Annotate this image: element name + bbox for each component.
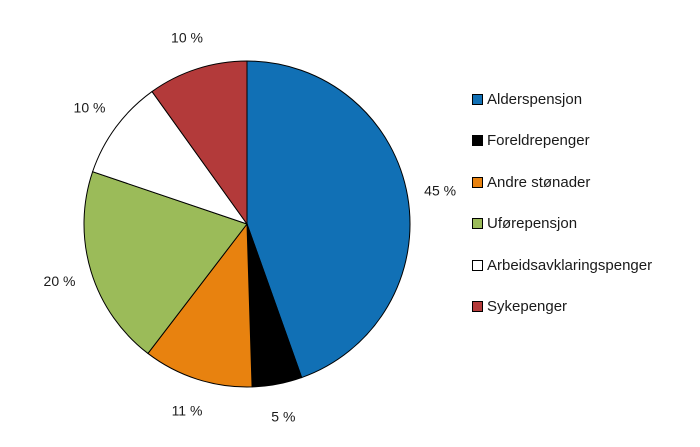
legend-label: Alderspensjon (487, 90, 583, 108)
legend-item: Arbeidsavklaringspenger (472, 255, 652, 275)
legend-label: Andre stønader (487, 173, 591, 191)
legend-swatch (472, 259, 483, 271)
slice-label-0: 45 % (424, 183, 456, 199)
slice-label-5: 10 % (171, 29, 203, 45)
legend-label: Uførepensjon (487, 215, 578, 232)
slice-label-3: 20 % (44, 273, 76, 289)
pie-slice-2 (147, 222, 253, 388)
slice-labels: 45 % 5 % 11 % 20 % 10 % 10 % (44, 29, 457, 424)
legend-label: Arbeidsavklaringspenger (487, 256, 653, 274)
legend-item: Andre stønader (472, 172, 652, 192)
pie-slice-4 (91, 90, 249, 225)
legend-item: Uførepensjon (472, 214, 652, 234)
pie-slices (83, 60, 411, 388)
legend-swatch (472, 135, 483, 146)
legend-label: Sykepenger (487, 298, 568, 315)
legend-item: Foreldrepenger (472, 131, 652, 151)
pie-slice-5 (151, 60, 248, 226)
slice-label-4: 10 % (74, 99, 106, 115)
slice-label-2: 11 % (172, 403, 203, 419)
legend-label: Foreldrepenger (487, 132, 590, 149)
legend-item: Alderspensjon (472, 89, 652, 109)
legend-swatch (472, 301, 483, 312)
slice-label-1: 5 % (271, 409, 295, 425)
legend: Alderspensjon Foreldrepenger Andre stønade… (472, 89, 652, 338)
pie-slice-3 (83, 171, 248, 355)
legend-swatch (472, 218, 483, 229)
legend-item: Sykepenger (472, 297, 652, 317)
pie-slice-0 (246, 60, 411, 379)
legend-swatch (472, 176, 483, 188)
legend-swatch (472, 93, 483, 105)
